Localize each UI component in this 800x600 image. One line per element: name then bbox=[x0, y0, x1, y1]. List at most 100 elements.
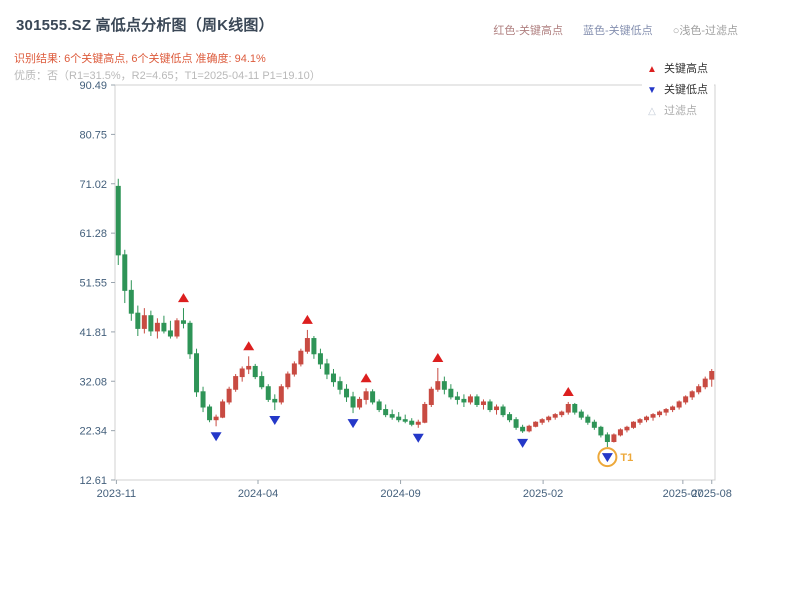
candle-body bbox=[630, 421, 636, 428]
candle-body bbox=[526, 425, 532, 432]
top-legend-filtered-label: ○浅色-过滤点 bbox=[672, 25, 738, 37]
candle-body bbox=[272, 398, 278, 403]
candle-body bbox=[174, 320, 180, 337]
candle-body bbox=[246, 365, 252, 370]
candle-body bbox=[644, 416, 650, 421]
x-tick-label: 2025-08 bbox=[692, 488, 732, 500]
candle-body bbox=[454, 396, 460, 400]
candle-body bbox=[657, 411, 663, 416]
candle-body bbox=[148, 315, 154, 332]
key-high-marker bbox=[301, 314, 313, 324]
candle-body bbox=[376, 401, 382, 411]
candle-body bbox=[187, 322, 193, 355]
candle-body bbox=[154, 322, 160, 332]
candle-body bbox=[226, 388, 232, 403]
candle-body bbox=[441, 381, 447, 390]
page-title: 301555.SZ 高低点分析图（周K线图） bbox=[16, 17, 274, 34]
candle-body bbox=[487, 401, 493, 411]
y-tick-label: 71.02 bbox=[79, 179, 107, 191]
candle-body bbox=[480, 401, 486, 405]
candle-body bbox=[396, 416, 402, 421]
key-high-triangle-icon: ▲ bbox=[647, 64, 657, 75]
candle-body bbox=[389, 414, 395, 418]
candle-body bbox=[324, 363, 330, 375]
candle-body bbox=[285, 373, 291, 388]
filtered-triangle-icon: △ bbox=[648, 106, 656, 117]
candle-body bbox=[233, 376, 239, 390]
chart-legend-item-key-low: ▼ 关键低点 bbox=[646, 80, 708, 101]
candle-body bbox=[259, 376, 265, 388]
key-high-marker bbox=[360, 373, 372, 383]
candle-body bbox=[298, 350, 304, 365]
t1-label: T1 bbox=[620, 452, 633, 464]
candle-body bbox=[461, 398, 467, 403]
candle-body bbox=[676, 401, 682, 408]
candle-body bbox=[207, 406, 213, 421]
y-tick-label: 22.34 bbox=[79, 426, 107, 438]
y-tick-label: 80.75 bbox=[79, 129, 107, 141]
candle-body bbox=[357, 398, 363, 408]
candle-body bbox=[578, 411, 584, 418]
candle-body bbox=[304, 338, 310, 352]
key-high-marker bbox=[562, 386, 574, 396]
candle-body bbox=[683, 396, 689, 403]
quality-summary-text: 优质：否（R1=31.5%，R2=4.65；T1=2025-04-11 P1=1… bbox=[14, 70, 321, 82]
key-low-marker bbox=[412, 433, 424, 443]
candle-body bbox=[611, 434, 617, 443]
candle-body bbox=[265, 386, 271, 400]
candle-body bbox=[637, 419, 643, 423]
candle-body bbox=[520, 426, 526, 432]
chart-legend: ▲ 关键高点 ▼ 关键低点 △ 过滤点 bbox=[642, 57, 714, 124]
candle-body bbox=[494, 406, 500, 411]
x-tick-label: 2025-02 bbox=[523, 488, 563, 500]
x-tick-label: 2025-07 bbox=[663, 488, 703, 500]
chart-legend-filtered-label: 过滤点 bbox=[664, 105, 697, 117]
candle-body bbox=[546, 416, 552, 421]
candle-body bbox=[448, 388, 454, 398]
candle-body bbox=[591, 421, 597, 428]
candle-body bbox=[135, 312, 141, 329]
candle-body bbox=[161, 322, 167, 332]
candle-body bbox=[428, 388, 434, 405]
candle-body bbox=[239, 368, 245, 378]
candle-body bbox=[370, 391, 376, 403]
candle-body bbox=[415, 421, 421, 425]
y-tick-label: 51.55 bbox=[79, 278, 107, 290]
plot-border bbox=[114, 84, 716, 481]
x-tick-label: 2024-04 bbox=[238, 488, 278, 500]
y-tick-label: 12.61 bbox=[79, 475, 107, 487]
candle-body bbox=[363, 391, 369, 400]
chart-legend-key-high-label: 关键高点 bbox=[664, 63, 708, 75]
y-tick-label: 41.81 bbox=[79, 327, 107, 339]
candle-body bbox=[598, 426, 604, 436]
recognition-result-text: 识别结果: 6个关键高点, 6个关键低点 准确度: 94.1% bbox=[14, 53, 266, 65]
key-low-marker bbox=[347, 419, 359, 429]
top-legend-key-low-label: 蓝色-关键低点 bbox=[583, 25, 653, 37]
candle-body bbox=[474, 396, 480, 405]
key-high-marker bbox=[243, 341, 255, 351]
candle-body bbox=[317, 353, 323, 365]
t1-circle bbox=[597, 447, 618, 468]
top-legend-key-high-label: 红色-关键高点 bbox=[493, 25, 564, 37]
candle-body bbox=[702, 378, 708, 388]
candle-body bbox=[689, 391, 695, 398]
candle-body bbox=[122, 254, 128, 291]
candle-body bbox=[507, 414, 513, 421]
candle-body bbox=[252, 365, 258, 378]
candle-body bbox=[500, 406, 506, 416]
candle-body bbox=[167, 330, 173, 337]
key-high-marker bbox=[432, 352, 444, 362]
top-legend: 红色-关键高点 蓝色-关键低点 ○浅色-过滤点 bbox=[493, 22, 738, 38]
candle-body bbox=[624, 426, 630, 431]
candle-body bbox=[220, 401, 226, 418]
candle-body bbox=[350, 396, 356, 408]
candle-body bbox=[128, 289, 134, 314]
key-low-triangle-icon: ▼ bbox=[647, 85, 657, 96]
candle-body bbox=[604, 434, 610, 443]
candle-body bbox=[213, 416, 219, 421]
candle-body bbox=[467, 396, 473, 403]
candle-body bbox=[344, 388, 350, 398]
candle-body bbox=[330, 373, 336, 383]
candle-body bbox=[383, 409, 389, 416]
